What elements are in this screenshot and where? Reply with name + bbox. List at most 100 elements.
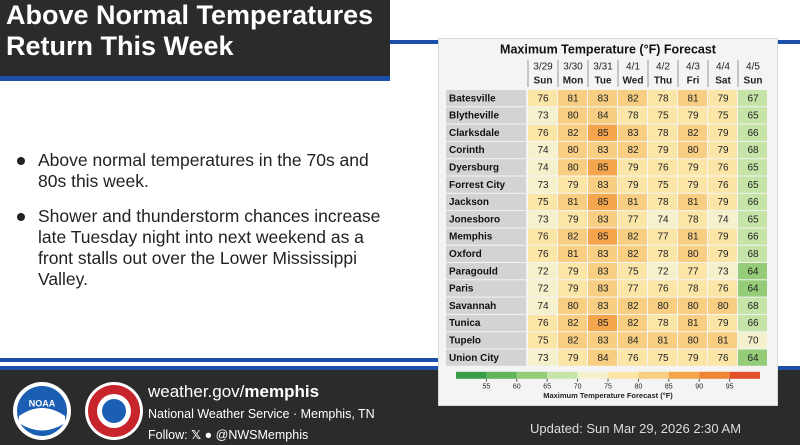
temp-value: 76	[717, 180, 729, 191]
temp-cell	[528, 297, 557, 314]
temp-value: 83	[597, 180, 609, 191]
temp-cell	[648, 211, 677, 228]
temp-value: 74	[537, 145, 549, 156]
temp-value: 75	[537, 197, 549, 208]
colorbar-segment	[516, 371, 548, 379]
temp-cell	[648, 349, 677, 366]
temp-value: 73	[537, 180, 549, 191]
temp-cell	[648, 332, 677, 349]
temp-value: 83	[597, 145, 609, 156]
column-day: Fri	[687, 76, 700, 87]
city-name: Tupelo	[449, 335, 481, 346]
temp-cell	[618, 159, 647, 176]
temp-value: 81	[687, 93, 699, 104]
temp-value: 83	[597, 93, 609, 104]
website[interactable]: weather.gov/memphis	[148, 382, 319, 402]
temp-cell	[588, 176, 617, 193]
column-day: Sun	[744, 76, 763, 87]
temp-value: 68	[747, 249, 759, 260]
temp-cell	[528, 90, 557, 107]
temp-value: 78	[687, 214, 699, 225]
city-name: Memphis	[449, 232, 493, 243]
temp-value: 76	[657, 162, 669, 173]
handle[interactable]: @NWSMemphis	[215, 428, 309, 442]
temp-value: 85	[597, 232, 609, 243]
temp-value: 80	[567, 162, 579, 173]
logos: NOAA	[13, 382, 143, 440]
temp-value: 78	[657, 128, 669, 139]
column-date: 4/4	[716, 62, 730, 73]
temp-value: 79	[567, 284, 579, 295]
city-cell	[446, 124, 526, 141]
temp-value: 84	[627, 335, 639, 346]
temp-value: 77	[627, 214, 639, 225]
column-date: 4/5	[746, 62, 760, 73]
temp-cell	[648, 263, 677, 280]
temp-value: 74	[717, 214, 729, 225]
temp-value: 79	[687, 162, 699, 173]
column-day: Mon	[563, 76, 584, 87]
temp-cell	[528, 245, 557, 262]
temp-value: 65	[747, 111, 759, 122]
city-cell	[446, 107, 526, 124]
colorbar-segment	[547, 371, 578, 379]
temp-cell	[678, 141, 707, 159]
nws-logo	[102, 399, 126, 423]
noaa-logo	[19, 408, 65, 431]
temp-cell	[708, 314, 737, 332]
rule	[0, 358, 440, 362]
temp-value: 85	[597, 128, 609, 139]
temp-value: 83	[597, 284, 609, 295]
temp-cell	[618, 245, 647, 262]
column-date: 3/30	[563, 62, 583, 73]
temp-cell	[558, 263, 587, 280]
temp-value: 72	[657, 266, 669, 277]
city-name: Dyersburg	[449, 162, 499, 173]
city-name: Union City	[449, 353, 499, 364]
temp-cell	[678, 124, 707, 141]
temp-cell	[738, 211, 767, 228]
temp-cell	[708, 280, 737, 297]
temp-cell	[738, 349, 767, 366]
temp-cell	[678, 90, 707, 107]
temp-cell	[618, 314, 647, 332]
temp-cell	[648, 228, 677, 245]
site-prefix: weather.gov/	[148, 382, 245, 401]
temp-cell	[588, 193, 617, 211]
temp-value: 82	[687, 128, 699, 139]
temp-value: 67	[747, 93, 759, 104]
temp-cell	[588, 297, 617, 314]
temp-value: 80	[687, 301, 699, 312]
temp-cell	[708, 141, 737, 159]
temp-value: 79	[717, 128, 729, 139]
follow: Follow: 𝕏 ● @NWSMemphis	[148, 427, 308, 442]
temp-value: 75	[537, 335, 549, 346]
city-name: Batesville	[449, 93, 496, 104]
temp-value: 79	[717, 197, 729, 208]
temp-value: 77	[687, 266, 699, 277]
temp-value: 79	[627, 162, 639, 173]
temp-value: 81	[657, 335, 669, 346]
temp-value: 80	[567, 111, 579, 122]
temp-value: 83	[597, 214, 609, 225]
temp-value: 78	[687, 284, 699, 295]
temp-value: 80	[687, 145, 699, 156]
temp-cell	[738, 90, 767, 107]
colorbar-tick-label: 80	[635, 384, 643, 391]
temp-value: 82	[567, 318, 579, 329]
temp-cell	[528, 159, 557, 176]
colorbar-segment	[729, 371, 760, 379]
colorbar-tick-label: 60	[513, 384, 521, 391]
temp-value: 83	[597, 266, 609, 277]
temp-cell	[738, 159, 767, 176]
temp-value: 85	[597, 162, 609, 173]
temp-cell	[678, 314, 707, 332]
temp-cell	[738, 124, 767, 141]
temp-cell	[708, 107, 737, 124]
temp-value: 79	[717, 145, 729, 156]
temp-cell	[588, 141, 617, 159]
temp-value: 76	[627, 353, 639, 364]
colorbar-segment	[638, 371, 669, 379]
colorbar-tick-label: 95	[726, 384, 734, 391]
